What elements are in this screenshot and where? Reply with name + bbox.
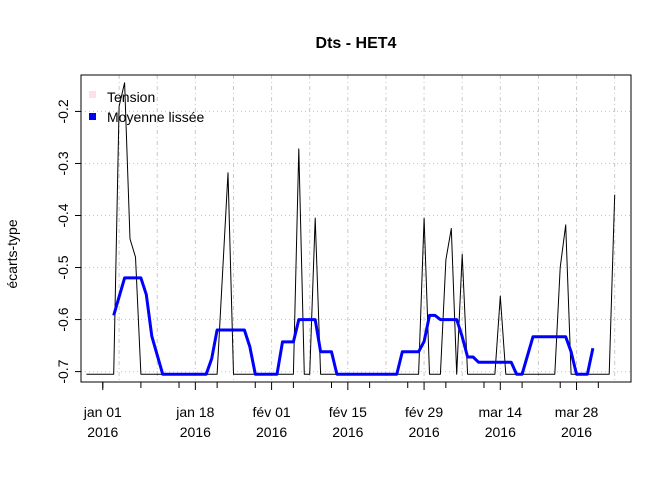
- series-moyenne-lissee: [112, 276, 595, 376]
- x-tick-label: mar 14: [479, 404, 523, 420]
- x-tick-label: mar 28: [555, 404, 599, 420]
- x-tick-year-label: 2016: [87, 424, 118, 440]
- line-moyenne-lissee: [112, 276, 595, 376]
- x-tick-year-label: 2016: [256, 424, 287, 440]
- x-tick-year-label: 2016: [332, 424, 363, 440]
- grid: [81, 75, 631, 382]
- x-tick-label: jan 18: [175, 404, 214, 420]
- y-tick-label: -0.2: [55, 99, 71, 123]
- y-tick-label: -0.5: [55, 255, 71, 279]
- x-tick-label: fév 01: [253, 404, 291, 420]
- chart-title: Dts - HET4: [316, 35, 397, 52]
- legend-swatch-moyenne-lissee: [89, 113, 96, 120]
- legend-label-tension: Tension: [107, 89, 155, 105]
- line-tension: [86, 82, 616, 375]
- y-axis: -0.7 -0.6 -0.5 -0.4 -0.3 -0.2: [55, 99, 81, 384]
- legend: Tension Moyenne lissée: [89, 89, 204, 125]
- x-tick-year-label: 2016: [408, 424, 439, 440]
- legend-swatch-tension: [89, 91, 96, 98]
- x-tick-year-label: 2016: [485, 424, 516, 440]
- series-tension: [86, 82, 616, 375]
- y-tick-label: -0.6: [55, 307, 71, 331]
- x-axis: jan 01 2016 jan 18 2016 fév 01 2016 fév 15 2016…: [83, 382, 599, 440]
- x-tick-year-label: 2016: [561, 424, 592, 440]
- x-tick-label: fév 15: [329, 404, 367, 420]
- x-tick-label: jan 01: [83, 404, 122, 420]
- legend-label-moyenne-lissee: Moyenne lissée: [107, 109, 204, 125]
- y-tick-label: -0.3: [55, 151, 71, 175]
- x-tick-label: fév 29: [405, 404, 443, 420]
- y-tick-label: -0.7: [55, 359, 71, 383]
- x-tick-year-label: 2016: [180, 424, 211, 440]
- y-axis-label: écarts-type: [4, 219, 20, 288]
- plot-frame: [80, 74, 632, 383]
- y-tick-label: -0.4: [55, 203, 71, 227]
